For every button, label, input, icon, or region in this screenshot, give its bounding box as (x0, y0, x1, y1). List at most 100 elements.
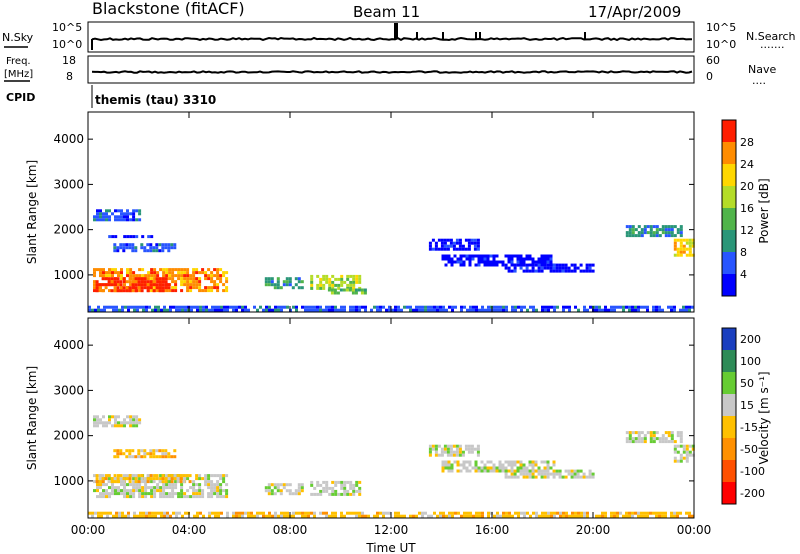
heatmap-cell (226, 305, 229, 309)
heatmap-cell (129, 495, 133, 499)
heatmap-cell (138, 495, 142, 499)
heatmap-cell (104, 286, 108, 290)
heatmap-cell (334, 483, 338, 487)
heatmap-cell (676, 459, 680, 463)
heatmap-cell (591, 263, 595, 267)
heatmap-cell (273, 483, 277, 487)
heatmap-cell (186, 477, 190, 481)
heatmap-cell (241, 514, 244, 518)
heatmap-cell (535, 514, 538, 518)
heatmap-cell (134, 455, 138, 459)
heatmap-cell (670, 440, 674, 444)
heatmap-cell (441, 460, 445, 464)
heatmap-cell (216, 286, 220, 290)
heatmap-cell (140, 289, 144, 293)
heatmap-cell (480, 466, 484, 470)
heatmap-cell (561, 475, 565, 479)
heatmap-cell (469, 514, 472, 518)
heatmap-cell (508, 514, 511, 518)
heatmap-cell (462, 254, 466, 258)
heatmap-cell (159, 474, 163, 478)
y-tick-label: 4000 (53, 338, 84, 352)
heatmap-cell (273, 492, 277, 496)
heatmap-cell (131, 246, 135, 250)
heatmap-cell (682, 250, 686, 254)
heatmap-cell (471, 257, 475, 261)
heatmap-cell (164, 243, 168, 247)
heatmap-cell (412, 514, 415, 518)
heatmap-cell (138, 486, 142, 490)
heatmap-cell (382, 511, 385, 515)
heatmap-cell (113, 449, 117, 453)
heatmap-cell (462, 263, 466, 267)
heatmap-cell (473, 241, 477, 245)
heatmap-cell (210, 474, 214, 478)
heatmap-cell (637, 234, 641, 238)
heatmap-cell (522, 466, 526, 470)
heatmap-cell (513, 266, 517, 270)
heatmap-cell (160, 514, 163, 518)
heatmap-cell (610, 308, 613, 312)
heatmap-cell (105, 489, 108, 493)
heatmap-cell (570, 469, 574, 473)
heatmap-cell (147, 486, 151, 490)
heatmap-cell (186, 277, 190, 281)
heatmap-cell (516, 257, 520, 261)
heatmap-cell (646, 225, 650, 229)
heatmap-cell (499, 308, 502, 312)
heatmap-cell (147, 235, 151, 239)
heatmap-cell (141, 274, 145, 278)
heatmap-cell (304, 305, 307, 309)
heatmap-cell (264, 280, 268, 284)
heatmap-cell (531, 472, 535, 476)
heatmap-cell (474, 263, 478, 267)
heatmap-cell (138, 489, 142, 493)
heatmap-cell (171, 495, 175, 499)
heatmap-cell (682, 247, 686, 251)
heatmap-cell (467, 444, 471, 448)
heatmap-cell (99, 212, 102, 216)
heatmap-cell (531, 260, 535, 264)
heatmap-cell (529, 305, 532, 309)
heatmap-cell (319, 286, 323, 290)
heatmap-cell (447, 254, 451, 258)
heatmap-cell (460, 514, 463, 518)
heatmap-cell (634, 440, 638, 444)
heatmap-cell (276, 280, 280, 284)
heatmap-cell (283, 511, 286, 515)
heatmap-cell (525, 475, 529, 479)
heatmap-cell (164, 246, 168, 250)
heatmap-cell (464, 247, 468, 251)
heatmap-cell (121, 308, 124, 312)
heatmap-cell (117, 274, 120, 278)
heatmap-cell (553, 514, 556, 518)
heatmap-cell (286, 511, 289, 515)
heatmap-cell (670, 228, 674, 232)
heatmap-cell (109, 305, 112, 309)
heatmap-cell (358, 286, 362, 290)
heatmap-cell (179, 474, 183, 478)
heatmap-cell (93, 489, 96, 493)
heatmap-cell (131, 280, 135, 284)
heatmap-cell (613, 308, 616, 312)
heatmap-cell (113, 283, 117, 287)
heatmap-cell (183, 271, 187, 275)
heatmap-cell (95, 480, 99, 484)
heatmap-cell (285, 489, 289, 493)
heatmap-cell (634, 234, 638, 238)
heatmap-cell (688, 453, 692, 457)
heatmap-cell (352, 489, 356, 493)
heatmap-cell (207, 492, 211, 496)
heatmap-cell (428, 453, 432, 457)
heatmap-cell (449, 450, 453, 454)
heatmap-cell (123, 283, 126, 287)
heatmap-cell (601, 511, 604, 515)
heatmap-cell (355, 489, 359, 493)
heatmap-cell (144, 274, 148, 278)
heatmap-cell (201, 489, 205, 493)
heatmap-cell (285, 483, 289, 487)
heatmap-cell (182, 474, 186, 478)
heatmap-cell (232, 308, 235, 312)
heatmap-cell (180, 283, 184, 287)
heatmap-cell (531, 463, 535, 467)
